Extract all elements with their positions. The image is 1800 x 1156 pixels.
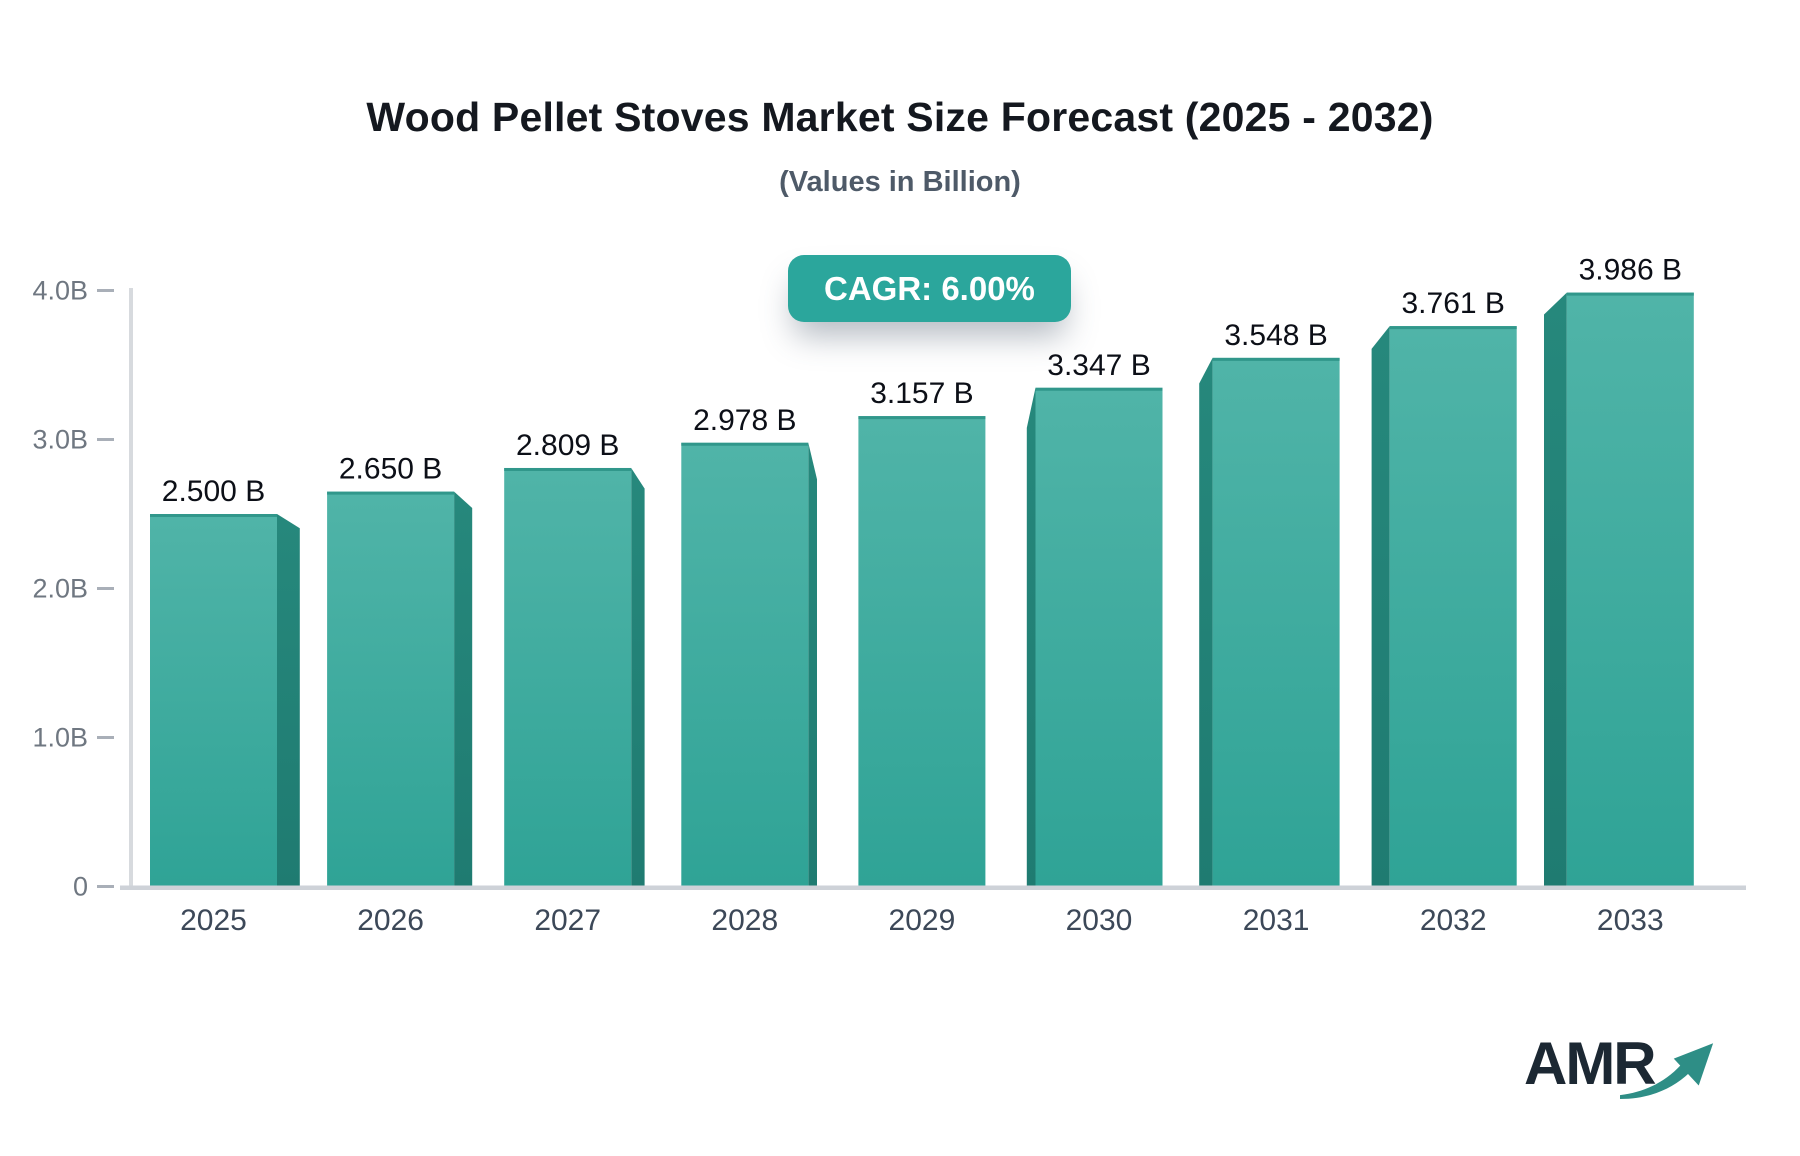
bar-2029 (858, 416, 986, 887)
x-category-label: 2031 (1243, 904, 1310, 937)
bar-side-2031 (1199, 357, 1213, 887)
bar-side-2030 (1026, 387, 1036, 887)
amr-logo-text: AMR (1524, 1030, 1657, 1097)
x-category-label: 2026 (357, 904, 424, 937)
cagr-badge: CAGR: 6.00% (788, 255, 1071, 322)
y-tick-label: 4.0B (32, 276, 88, 306)
y-tick-mark (97, 438, 114, 441)
amr-logo: AMR (1524, 1034, 1714, 1114)
cagr-badge-label: CAGR: 6.00% (824, 269, 1035, 307)
x-category-label: 2033 (1597, 904, 1664, 937)
bar-value-label: 3.986 B (1579, 254, 1682, 287)
bar-2033 (1566, 292, 1694, 887)
bar-value-label: 3.347 B (1047, 349, 1150, 382)
x-category-label: 2029 (889, 904, 956, 937)
x-category-label: 2025 (180, 904, 247, 937)
bar-side-2032 (1371, 326, 1390, 887)
bar-2025 (150, 514, 277, 887)
bar-side-2025 (277, 514, 300, 887)
x-category-label: 2028 (711, 904, 778, 937)
bar-value-label: 3.761 B (1401, 287, 1504, 320)
x-axis-line (120, 885, 1746, 890)
bar-2030 (1035, 387, 1163, 887)
growth-arrow-icon (1620, 1043, 1714, 1099)
bar-value-label: 3.548 B (1224, 319, 1327, 352)
bar-side-2026 (454, 491, 473, 887)
x-category-label: 2030 (1066, 904, 1133, 937)
bar-2031 (1212, 357, 1340, 887)
bar-2028 (681, 442, 809, 887)
bar-side-2027 (631, 467, 645, 887)
y-tick-label: 1.0B (32, 723, 88, 753)
bar-value-label: 2.500 B (162, 475, 265, 508)
y-tick-mark (97, 736, 114, 739)
bar-2032 (1389, 326, 1517, 887)
chart-subtitle: (Values in Billion) (779, 166, 1021, 198)
y-axis-line (129, 288, 133, 890)
bar-value-label: 3.157 B (870, 377, 973, 410)
y-tick-label: 2.0B (32, 574, 88, 604)
chart-title: Wood Pellet Stoves Market Size Forecast … (366, 94, 1434, 140)
bar-side-2033 (1544, 292, 1567, 887)
bar-value-label: 2.650 B (339, 453, 442, 486)
bar-value-label: 2.809 B (516, 429, 619, 462)
x-category-label: 2032 (1420, 904, 1487, 937)
y-tick-mark (97, 885, 114, 888)
bar-2026 (327, 491, 455, 887)
y-tick-label: 0 (73, 872, 88, 902)
y-tick-mark (97, 289, 114, 292)
y-tick-label: 3.0B (32, 425, 88, 455)
bar-value-label: 2.978 B (693, 404, 796, 437)
y-tick-mark (97, 587, 114, 590)
bar-side-2028 (808, 442, 817, 887)
x-category-label: 2027 (534, 904, 601, 937)
bar-2027 (504, 467, 632, 887)
